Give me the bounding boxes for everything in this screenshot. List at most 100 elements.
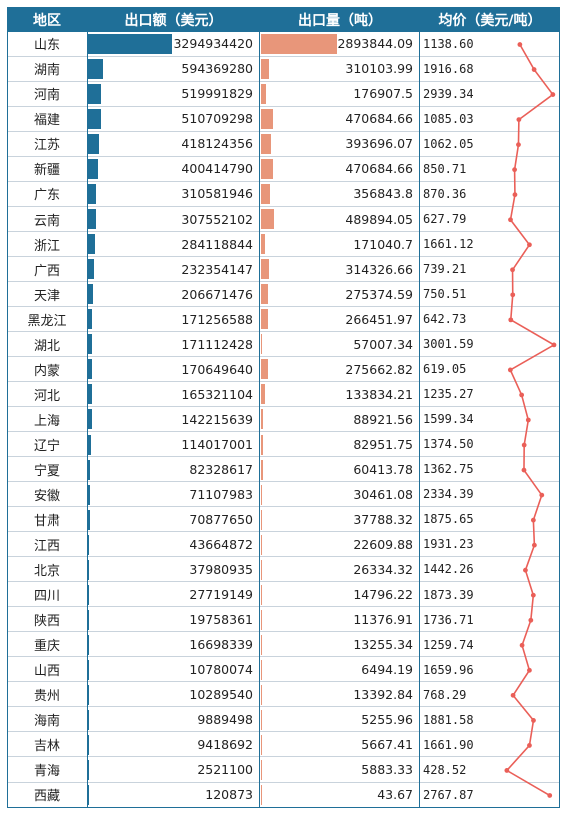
price-point	[504, 768, 510, 773]
value-cell: 171256588	[181, 311, 253, 327]
column-divider	[259, 32, 260, 808]
value-bar	[88, 184, 96, 205]
price-cell: 1235.27	[423, 387, 474, 402]
quantity-cell: 14796.22	[353, 587, 413, 602]
table-row: 云南 307552102 489894.05 627.79	[7, 207, 560, 232]
value-cell: 70877650	[189, 511, 253, 527]
quantity-cell: 5255.96	[361, 712, 413, 728]
price-cell: 1736.71	[423, 612, 474, 627]
price-cell: 750.51	[423, 287, 467, 302]
table-row: 辽宁 114017001 82951.75 1374.50	[7, 433, 560, 458]
value-cell: 206671476	[181, 286, 253, 302]
price-cell: 768.29	[423, 687, 467, 702]
quantity-cell: 310103.99	[345, 61, 413, 77]
value-cell: 19758361	[189, 612, 253, 628]
header-value: 出口额（美元）	[87, 7, 260, 32]
quantity-cell: 176907.5	[353, 86, 413, 102]
table-row: 湖南 594369280 310103.99 1916.68	[7, 57, 560, 82]
quantity-bar	[261, 109, 274, 130]
price-point	[512, 167, 517, 173]
value-bar	[88, 334, 93, 355]
price-point	[550, 92, 556, 97]
price-cell: 1599.34	[423, 412, 474, 427]
quantity-cell: 275662.82	[345, 361, 413, 377]
quantity-bar	[261, 184, 271, 205]
table-row: 吉林 9418692 5667.41 1661.90	[7, 733, 560, 758]
value-bar	[88, 734, 89, 755]
value-cell: 16698339	[189, 637, 253, 653]
price-cell: 1442.26	[423, 562, 474, 577]
region-cell: 上海	[33, 413, 60, 429]
region-cell: 甘肃	[33, 513, 60, 529]
price-point	[510, 292, 516, 298]
quantity-cell: 133834.21	[345, 386, 413, 402]
quantity-cell: 5667.41	[361, 737, 413, 753]
value-cell: 594369280	[181, 61, 253, 77]
price-cell: 1138.60	[423, 36, 474, 51]
table-row: 重庆 16698339 13255.34 1259.74	[7, 633, 560, 658]
price-cell: 1362.75	[423, 462, 474, 477]
value-cell: 37980935	[189, 561, 253, 577]
region-cell: 贵州	[33, 689, 60, 705]
value-bar	[88, 234, 96, 255]
price-point	[525, 417, 531, 423]
header-price: 均价（美元/吨）	[420, 7, 560, 32]
price-cell: 2767.87	[423, 787, 474, 802]
header-region: 地区	[7, 7, 87, 32]
price-point	[551, 342, 557, 348]
value-cell: 171112428	[181, 336, 253, 352]
price-point	[517, 42, 523, 47]
price-point	[523, 567, 528, 573]
quantity-cell: 5883.33	[361, 762, 413, 778]
region-cell: 山西	[33, 664, 60, 680]
quantity-cell: 60413.78	[353, 461, 413, 477]
region-cell: 内蒙	[33, 363, 60, 379]
region-cell: 河北	[33, 388, 60, 404]
region-cell: 宁夏	[33, 463, 60, 479]
price-cell: 870.36	[423, 186, 467, 201]
price-point	[530, 517, 536, 523]
region-cell: 广西	[33, 263, 60, 279]
region-cell: 重庆	[33, 639, 60, 655]
quantity-bar	[261, 684, 262, 705]
price-point	[547, 793, 553, 798]
quantity-bar	[261, 434, 264, 455]
quantity-bar	[261, 209, 274, 230]
quantity-bar	[261, 259, 270, 280]
price-point	[521, 442, 527, 448]
region-cell: 辽宁	[33, 438, 60, 454]
price-cell: 1931.23	[423, 537, 474, 552]
price-cell: 1374.50	[423, 437, 474, 452]
price-point	[531, 542, 537, 548]
quantity-bar	[261, 159, 274, 180]
region-cell: 吉林	[33, 739, 60, 755]
value-cell: 142215639	[181, 411, 253, 427]
value-bar	[88, 359, 93, 380]
quantity-bar	[261, 34, 337, 54]
table-row: 四川 27719149 14796.22 1873.39	[7, 583, 560, 608]
region-cell: 湖南	[33, 63, 60, 79]
value-bar	[88, 484, 90, 505]
value-bar	[88, 759, 89, 780]
table-row: 广东 310581946 356843.8 870.36	[7, 182, 560, 207]
quantity-bar	[261, 359, 269, 380]
value-cell: 165321104	[181, 386, 253, 402]
quantity-bar	[261, 409, 264, 430]
quantity-cell: 82951.75	[353, 436, 413, 452]
price-cell: 2939.34	[423, 86, 474, 101]
price-point	[530, 592, 536, 598]
quantity-bar	[261, 84, 266, 105]
value-bar	[88, 534, 90, 555]
value-bar	[88, 134, 99, 155]
value-cell: 3294934420	[173, 36, 253, 52]
price-point	[527, 242, 532, 248]
price-point	[527, 743, 532, 748]
price-cell: 627.79	[423, 212, 467, 227]
quantity-cell: 393696.07	[345, 136, 413, 152]
value-bar	[88, 34, 172, 54]
table-row: 上海 142215639 88921.56 1599.34	[7, 407, 560, 433]
table-row: 北京 37980935 26334.32 1442.26	[7, 558, 560, 583]
price-cell: 1259.74	[423, 637, 474, 652]
table-row: 内蒙 170649640 275662.82 619.05	[7, 357, 560, 382]
table-row: 甘肃 70877650 37788.32 1875.65	[7, 508, 560, 533]
